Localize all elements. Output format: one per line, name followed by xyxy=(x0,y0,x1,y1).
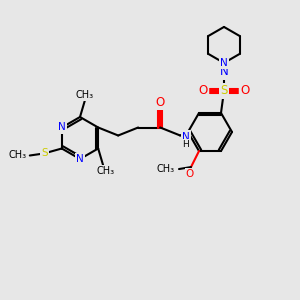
Text: N: N xyxy=(76,154,84,164)
Text: S: S xyxy=(220,84,228,98)
Text: S: S xyxy=(41,148,48,158)
Text: CH₃: CH₃ xyxy=(76,90,94,100)
Text: O: O xyxy=(240,84,250,98)
Text: N: N xyxy=(220,65,228,78)
Text: CH₃: CH₃ xyxy=(9,151,27,160)
Text: H: H xyxy=(182,140,189,149)
Text: O: O xyxy=(186,169,194,179)
Text: N: N xyxy=(182,131,190,142)
Text: N: N xyxy=(220,58,228,68)
Text: CH₃: CH₃ xyxy=(157,164,175,174)
Text: O: O xyxy=(198,84,208,98)
Text: CH₃: CH₃ xyxy=(96,166,114,176)
Text: N: N xyxy=(58,122,66,133)
Text: O: O xyxy=(156,96,165,109)
